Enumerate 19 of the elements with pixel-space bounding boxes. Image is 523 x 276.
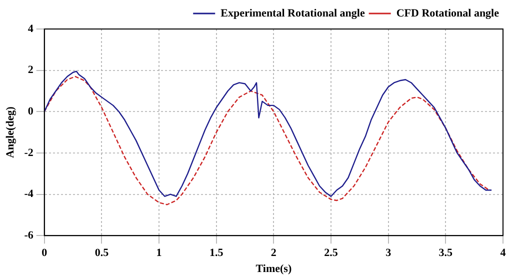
- x-tick-label: 2.5: [324, 247, 338, 260]
- y-tick-label: 0: [28, 105, 34, 118]
- y-tick-label: -6: [24, 229, 34, 242]
- legend-label: CFD Rotational angle: [396, 7, 500, 20]
- x-tick-label: 1: [156, 247, 162, 260]
- x-tick-label: 1.5: [209, 247, 224, 260]
- x-tick-label: 3: [386, 247, 392, 260]
- x-tick-label: 4: [500, 247, 506, 260]
- y-axis-title: Angle(deg): [4, 106, 16, 158]
- x-axis-title: Time(s): [256, 263, 292, 276]
- y-tick-label: -4: [24, 188, 34, 200]
- y-tick-label: -2: [24, 146, 34, 159]
- x-tick-label: 0: [42, 247, 48, 260]
- y-tick-label: 4: [28, 22, 34, 35]
- x-tick-label: 0.5: [94, 247, 110, 260]
- y-tick-label: 2: [28, 64, 34, 76]
- x-tick-label: 2: [270, 247, 277, 260]
- x-tick-label: 3.5: [438, 247, 454, 260]
- legend-label: Experimental Rotational angle: [220, 7, 365, 20]
